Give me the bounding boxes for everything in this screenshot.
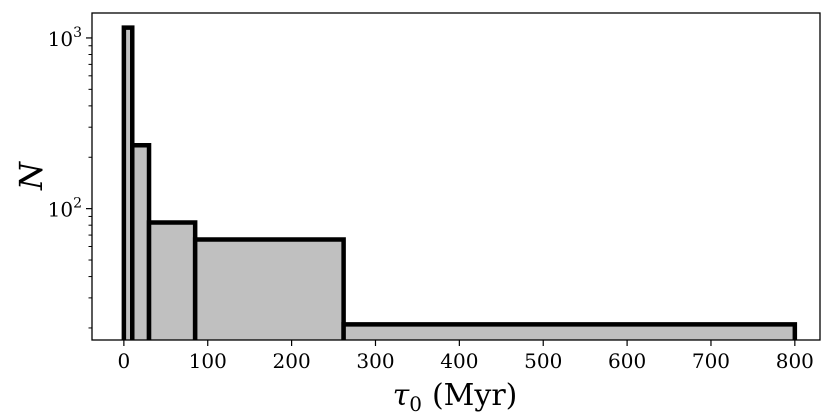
x-tick-label: 300 [356,349,394,373]
histogram-bar-3 [146,220,198,340]
x-axis-label-symbol: τ [393,378,410,413]
x-axis-label-subscript: 0 [409,392,422,415]
x-tick-label: 500 [524,349,562,373]
y-tick-label: 102 [48,196,82,222]
x-tick-label: 600 [608,349,646,373]
x-tick-label: 0 [118,349,131,373]
bars-group [121,25,798,340]
plot-frame [91,12,821,341]
x-tick-label: 800 [776,349,814,373]
x-axis-ticks: 0 100 200 300 400 500 600 700 800 [118,340,814,373]
histogram-bar-5 [341,322,798,340]
x-axis-label: τ0 (Myr) [393,378,518,415]
y-tick-label: 103 [48,25,82,51]
y-axis-label: N [12,161,50,191]
x-tick-label: 100 [189,349,227,373]
histogram-bar-2 [130,143,152,340]
x-tick-label: 200 [273,349,311,373]
y-axis-ticks: 102 103 [48,25,92,329]
x-axis-label-unit: (Myr) [432,378,517,413]
x-tick-label: 700 [692,349,730,373]
x-tick-label: 400 [440,349,478,373]
histogram-bar-4 [192,237,346,340]
